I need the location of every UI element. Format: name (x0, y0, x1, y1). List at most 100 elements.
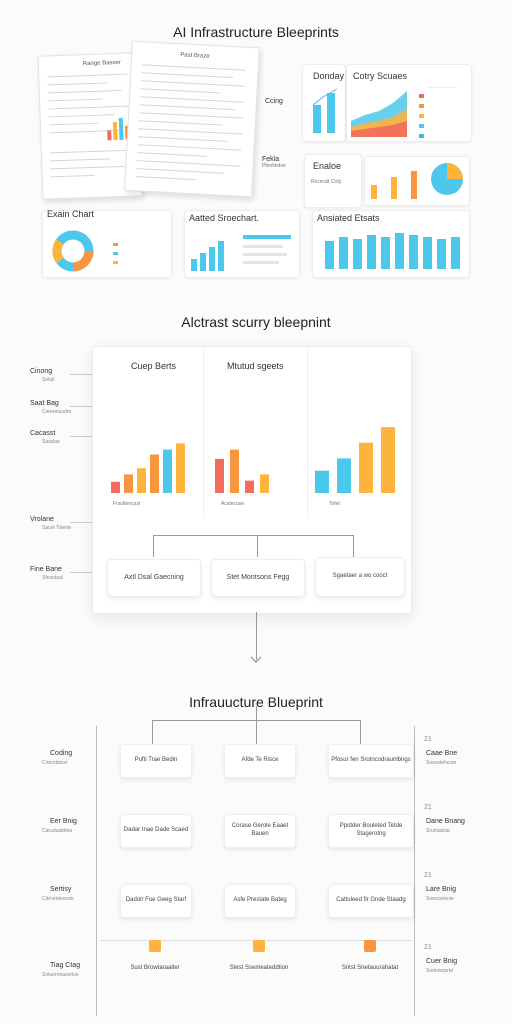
node-label: Dadar Inae Dade Scaed (123, 827, 189, 834)
blueprint-node[interactable]: Dadar Inae Dade Scaed (120, 814, 192, 848)
column-bars (321, 229, 465, 269)
page-title: AI Infrastructure Bleeprints (173, 24, 339, 40)
card-title: Cotry Scuaes (353, 71, 408, 81)
column-title: Cuep Berts (131, 361, 177, 371)
node-label: Asfe Prestate Bateg (233, 897, 287, 904)
side-note-sub: Pltrofiedse (262, 163, 286, 169)
blueprint-node[interactable]: Afde Te Risce (224, 744, 296, 778)
row-sublabel: Soencetenie (426, 896, 454, 902)
bar-caption: Frsultencast (113, 501, 141, 507)
bar-caption: Acstecuse (221, 501, 245, 507)
row-label: Sertisy (50, 886, 72, 893)
blueprint-node[interactable]: Ppotder Bouleted Tetde Stagerotng (328, 814, 414, 848)
side-sublabel: Sacet Tolerte (42, 525, 72, 531)
row-sublabel: Caruduabitea (42, 828, 73, 834)
flow-box[interactable]: Sgaetaer a wo cooct (315, 557, 405, 597)
chart-card-bar-progress: Aatted Sroechart. (184, 210, 300, 278)
donut-chart (52, 230, 94, 272)
blueprint-node[interactable]: Dadolr Fue Geeg Starf (120, 884, 192, 918)
bar (163, 449, 172, 493)
trend-line (312, 88, 338, 106)
document-title: Range Basser (82, 59, 121, 68)
bar (245, 480, 254, 493)
card-title: Enaloe (313, 161, 342, 171)
blueprint-node[interactable]: Sust Browtaraalter (120, 940, 190, 982)
bar (260, 474, 269, 493)
node-label: Pfosur fen Srotncodraunlbngs (331, 757, 411, 764)
node-label: Cattuleed fir Gnde Staadg (336, 897, 406, 904)
row-label: Lare Bnig (426, 886, 456, 893)
document-page-2: Past Braze (124, 40, 260, 198)
row-sublabel: Sruntaistar (426, 828, 451, 834)
chart-card-columns: Ansiated Etsats (312, 210, 470, 278)
blueprint-node[interactable]: Sntst Snetauurahatat (328, 940, 412, 982)
chart-card-area: Cotry Scuaes (346, 64, 472, 142)
card-sub: Rsceralt Cicly (311, 179, 342, 185)
row-label: Dane Bnang (426, 818, 465, 825)
arrow-down-icon (250, 656, 262, 663)
bar (111, 481, 120, 493)
row-number: 21 (424, 736, 432, 743)
legend (419, 85, 465, 138)
side-sublabel: Cereretusdre (42, 409, 72, 415)
row-label: Caae Bne (426, 750, 458, 757)
row-sublabel: Sorteisoprtd (426, 968, 453, 974)
blueprint-node[interactable]: Cattuleed fir Gnde Staadg (328, 884, 414, 918)
blueprint-node[interactable]: Corase Gerole Eaaet Bauen (224, 814, 296, 848)
row-sublabel: Cdrnenteerste (42, 896, 74, 902)
main-chart-panel: Cuep Berts Mtutud sgeets Frsultencast Ac… (92, 346, 412, 614)
arrow-line (256, 612, 257, 660)
blueprint-node[interactable]: Stest Ssemeateddtion (224, 940, 294, 982)
bar (176, 443, 185, 493)
node-badge-icon (149, 940, 161, 952)
flow-box[interactable]: Stet Montsons Fegg (211, 559, 305, 597)
row-sublabel: Crtecdatcer (42, 760, 68, 766)
area-chart (351, 91, 407, 137)
column-title: Mtutud sgeets (227, 361, 284, 371)
side-sublabel: Sntull (42, 377, 55, 383)
bar (337, 458, 351, 493)
blueprint-node[interactable]: Pfosur fen Srotncodraunlbngs (328, 744, 414, 778)
node-label: Stest Ssemeateddtion (229, 965, 289, 972)
progress-bar (243, 235, 291, 239)
row-label: Tiag Ctag (50, 962, 81, 969)
bar (230, 449, 239, 493)
section-title: Alctrast scurry bleepnint (181, 314, 331, 330)
chart-card-donut: Exain Chart (42, 209, 172, 278)
chart-card-bars-donut (364, 156, 470, 206)
node-label: Corase Gerole Eaaet Bauen (231, 823, 289, 837)
node-badge-icon (364, 940, 376, 952)
document-title: Past Braze (180, 52, 210, 60)
bar-caption: Tofet (329, 501, 340, 507)
blueprint-node[interactable]: Pufti Trae Bedin (120, 744, 192, 778)
card-title: Ansiated Etsats (317, 213, 380, 223)
side-note: Fekla Pltrofiedse (262, 156, 302, 169)
bar (315, 470, 329, 493)
row-number: 21 (424, 944, 432, 951)
bar (359, 442, 373, 493)
bar (381, 427, 395, 493)
bar (124, 474, 133, 493)
node-badge-icon (253, 940, 265, 952)
card-label: Ccing (265, 98, 283, 105)
node-label: Sntst Snetauurahatat (341, 965, 399, 972)
donut-chart (431, 163, 463, 195)
side-sublabel: Sasslae (42, 439, 60, 445)
blueprint-node[interactable]: Asfe Prestate Bateg (224, 884, 296, 918)
side-label: Cinong (30, 368, 53, 375)
bar (150, 454, 159, 493)
row-sublabel: Sntuernnaserlue (42, 972, 79, 978)
side-label: Fine Bane (30, 566, 62, 573)
card-title: Exain Chart (47, 209, 95, 219)
bar (137, 468, 146, 493)
row-number: 21 (424, 872, 432, 879)
legend (113, 233, 118, 264)
row-label: Coding (50, 750, 73, 757)
card-title: Donday (313, 71, 345, 81)
chart-card-enaloe: Enaloe Rsceralt Cicly (304, 154, 362, 208)
bar (215, 458, 224, 493)
side-label: Saat Bag (30, 400, 59, 407)
section-title: Infrauucture Blueprint (189, 694, 323, 710)
side-sublabel: Sfeastaal (42, 575, 63, 581)
flow-box[interactable]: Axtl Dsal Gaecning (107, 559, 201, 597)
